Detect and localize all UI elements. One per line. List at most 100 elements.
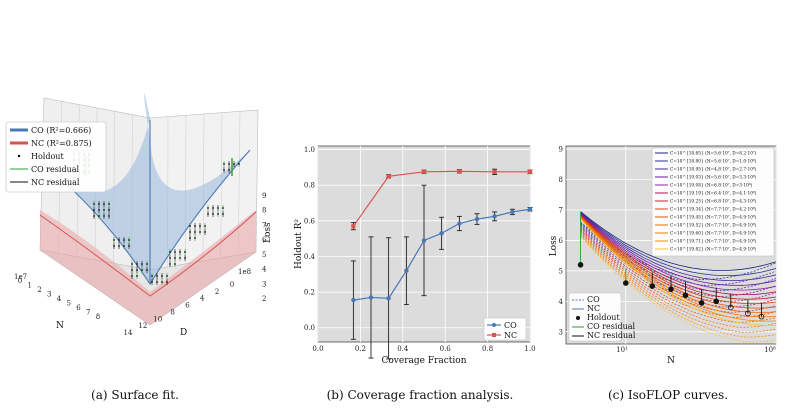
y-tick-label: 0.6 [304,217,316,225]
coverage-legend: CO NC [483,317,527,341]
holdout-point [128,245,130,247]
loss-tick-label: 6 [262,236,267,244]
holdout-point [98,203,100,205]
nc-surface [40,210,256,325]
co-point [492,214,497,219]
x-tick-label: 0.8 [482,345,493,353]
holdout-point [207,207,209,209]
isoflop-nc-curve [580,212,777,282]
holdout-point [156,275,158,277]
nc-point [386,174,391,179]
legend-nc-marker [492,333,496,337]
holdout-point [758,313,765,320]
holdout-point [174,251,176,253]
coverage-y-ticks: 0.0 0.2 0.4 0.6 0.8 1.0 [304,146,316,332]
holdout-point [184,257,186,259]
loss-tick-label: 3 [262,280,266,288]
d-tick-label: 14 [124,329,133,337]
holdout-point [649,283,656,289]
x-tick-label: 0.0 [312,345,323,353]
isoflop-nc-curve [580,216,777,309]
holdout-point [189,237,191,239]
co-point [474,216,480,222]
holdout-point [199,225,201,227]
isoflop-nc-curve [580,211,777,271]
isoflop-compute-legend: C=10^{18.65} (N=5.6·10⁷, D=8.2·10⁷) C=10^… [651,147,775,257]
isoflop-co-curve [580,232,777,328]
holdout-point [698,300,705,306]
holdout-point [118,245,120,247]
holdout-point [151,275,153,277]
holdout-point [108,215,110,217]
y-tick-label: 0.8 [304,182,315,190]
holdout-point [93,203,95,205]
holdout-point [98,209,100,211]
isoflop-compute-legend-box [651,147,775,257]
holdout-point [136,269,138,271]
holdout-point [194,231,196,233]
x-tick-label: 0.2 [355,345,366,353]
isoflop-nc-curve [580,214,777,295]
holdout-point [184,251,186,253]
isoflop-nc-curve [580,215,777,304]
compute-legend-label: C=10^{19.03} (N=5.6·10⁷, D=3.3·10⁸) [670,175,757,181]
isoflop-nc-curve [580,213,777,286]
compute-legend-label: C=10^{19.25} (N=6.8·10⁷, D=4.3·10⁸) [670,199,757,205]
isoflop-x-label: N [667,356,675,366]
holdout-point [161,281,163,283]
co-point [368,295,374,300]
y-tick-label: 3 [559,328,563,336]
co-point [439,231,444,236]
compute-legend-label: C=10^{19.52} (N=7.7·10⁷, D=4.9·10⁸) [670,223,757,229]
holdout-point [223,169,225,171]
nc-point [492,169,497,174]
d-tick-label: 10 [153,315,162,323]
holdout-point [682,292,689,299]
n-tick-label: 4 [57,295,62,303]
n-tick-label: 3 [47,291,51,299]
holdout-point [146,263,148,265]
coverage-x-label: Coverage Fraction [382,356,467,366]
isoflop-y-label: Loss [549,235,559,256]
legend-nc-label: NC (R²=0.875) [31,139,92,148]
y-tick-label: 4 [559,298,564,306]
holdout-point [141,269,143,271]
holdout-point [577,261,584,268]
coverage-legend-nc: NC [504,331,517,340]
isoflop-holdout-points [577,211,765,320]
compute-legend-label: C=10^{19.34} (N=7.7·10⁷, D=4.2·10⁸) [670,207,757,213]
compute-legend-label: C=10^{18.80} (N=5.6·10⁷, D=1.0·10⁸) [670,159,757,165]
legend-co-label: CO (R²=0.666) [31,126,91,135]
isoflop-chart: 3 4 5 6 7 8 9 10¹ 10⁸ N Loss C=10^{18.65} (N=5… [549,146,777,366]
isoflop-xtick-2: 10⁸ [764,346,776,354]
holdout-point [199,231,201,233]
holdout-point [136,275,138,277]
coverage-y-label: Holdout R² [294,219,304,269]
d-tick-label: 12 [138,322,147,330]
holdout-point [169,251,171,253]
d-tick-label: 8 [170,308,174,316]
legend-holdout-label: Holdout [31,152,64,161]
coverage-x-ticks: 0.0 0.2 0.4 0.6 0.8 1.0 [312,345,535,353]
holdout-point [207,213,209,215]
coverage-series [350,168,533,360]
nc-line [352,170,530,227]
isoflop-co-curve [580,234,777,333]
n-tick-label: 5 [67,300,71,308]
isoflop-co-curve [580,226,777,303]
holdout-point [194,225,196,227]
holdout-point [128,239,130,241]
co-surface [40,93,250,284]
holdout-point [179,251,181,253]
holdout-point [108,209,110,211]
caption-b: (b) Coverage fraction analysis. [327,388,514,402]
loss-tick-label: 7 [262,221,266,229]
holdout-point [228,169,230,171]
c-legend-co-residual: CO residual [587,322,635,331]
isoflop-bottom-legend: CO NC Holdout CO residual NC residual [568,292,636,342]
holdout-point [204,225,206,227]
holdout-point [146,269,148,271]
isoflop-nc-curve [580,211,777,276]
co-point [386,296,391,301]
isoflop-nc-curve [580,217,777,318]
